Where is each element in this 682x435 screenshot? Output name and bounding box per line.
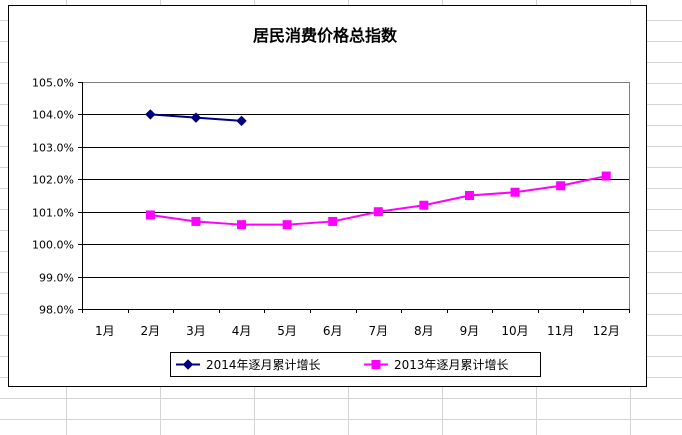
legend-box xyxy=(170,352,541,377)
data-point xyxy=(191,216,201,226)
x-tick-label: 6月 xyxy=(323,324,343,338)
x-tick-label: 11月 xyxy=(547,324,574,338)
x-tick-label: 5月 xyxy=(277,324,297,338)
y-tick-label: 102.0% xyxy=(32,174,74,187)
data-point xyxy=(556,181,566,191)
y-tick-label: 100.0% xyxy=(32,239,74,252)
legend-marker xyxy=(371,360,381,369)
x-tick-label: 7月 xyxy=(368,324,388,338)
data-point xyxy=(419,200,429,210)
x-tick-label: 3月 xyxy=(186,324,206,338)
x-tick-label: 1月 xyxy=(95,324,115,338)
data-point xyxy=(328,216,338,226)
chart-title: 居民消费价格总指数 xyxy=(253,26,398,45)
y-tick-label: 103.0% xyxy=(32,142,74,155)
legend[interactable]: 2014年逐月累计增长 2013年逐月累计增长 xyxy=(170,352,541,377)
x-tick-label: 9月 xyxy=(460,324,480,338)
gridlines xyxy=(82,114,629,278)
y-axis-tick-labels: 98.0% 99.0% 100.0% 101.0% 102.0% 103.0% 104.0%… xyxy=(32,77,74,317)
data-point xyxy=(237,220,247,230)
axes xyxy=(78,82,630,313)
y-tick-label: 99.0% xyxy=(39,272,74,285)
y-tick-label: 105.0% xyxy=(32,77,74,90)
data-point xyxy=(190,112,202,123)
x-tick-label: 2月 xyxy=(141,324,161,338)
x-tick-label: 12月 xyxy=(593,324,620,338)
x-tick-label: 10月 xyxy=(501,324,528,338)
legend-label: 2014年逐月累计增长 xyxy=(206,358,321,372)
y-tick-label: 104.0% xyxy=(32,109,74,122)
y-tick-label: 101.0% xyxy=(32,207,74,220)
legend-entry[interactable]: 2014年逐月累计增长 xyxy=(176,358,321,372)
data-point xyxy=(510,187,520,197)
series-2 xyxy=(145,171,611,230)
legend-entry[interactable]: 2013年逐月累计增长 xyxy=(364,358,509,372)
plot-area xyxy=(82,82,630,310)
legend-label: 2013年逐月累计增长 xyxy=(394,358,509,372)
y-tick-label: 98.0% xyxy=(39,304,74,317)
x-axis-tick-labels: 1月 2月 3月 4月 5月 6月 7月 8月 9月 10月 11月 12月 xyxy=(95,324,620,338)
data-point xyxy=(601,171,611,181)
data-point xyxy=(464,191,474,200)
data-point xyxy=(145,109,156,120)
series-1 xyxy=(145,109,247,127)
x-tick-label: 4月 xyxy=(232,324,252,338)
x-tick-label: 8月 xyxy=(414,324,434,338)
series-lines xyxy=(145,109,611,230)
data-point xyxy=(236,115,247,127)
data-point xyxy=(145,210,155,220)
data-point xyxy=(373,207,383,217)
data-point xyxy=(282,220,292,230)
legend-marker xyxy=(182,359,194,370)
